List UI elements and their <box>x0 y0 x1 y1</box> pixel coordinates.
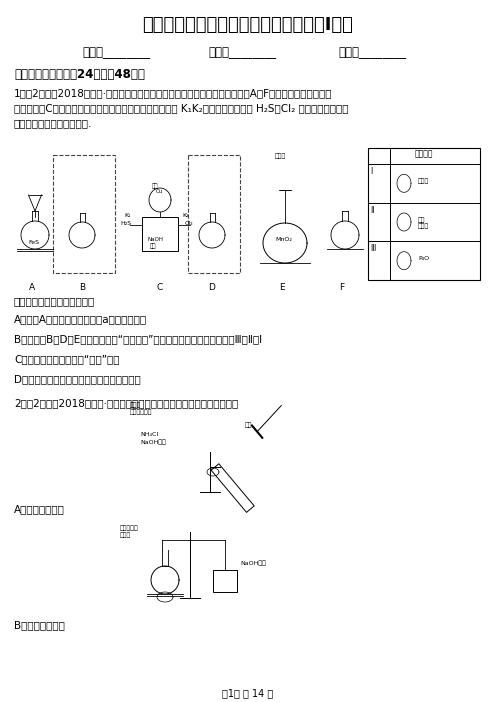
Text: NaOH: NaOH <box>148 237 164 242</box>
Text: 备选装置: 备选装置 <box>415 149 433 158</box>
Text: 瓶且最终气体刚好充满烧瓶.: 瓶且最终气体刚好充满烧瓶. <box>14 118 92 128</box>
Text: 发生装置，C为纯净干燥的氯气与硫化氢反应的装置．打开 K₁K₂，将常温常压下的 H₂S、Cl₂ 控制等体积通入烧: 发生装置，C为纯净干燥的氯气与硫化氢反应的装置．打开 K₁K₂，将常温常压下的 … <box>14 103 349 113</box>
Text: A: A <box>29 283 35 292</box>
Text: D: D <box>208 283 215 292</box>
Text: Ⅰ: Ⅰ <box>370 167 372 176</box>
Text: NaOH溶液: NaOH溶液 <box>240 560 266 566</box>
Text: F: F <box>339 283 345 292</box>
Text: H₂S: H₂S <box>120 221 131 226</box>
Text: 四川省高一上学期化学期中考试试卷（I）卷: 四川省高一上学期化学期中考试试卷（I）卷 <box>142 16 354 34</box>
Text: Ⅲ: Ⅲ <box>370 244 375 253</box>
Text: C: C <box>157 283 163 292</box>
Text: A．装置A中的分液漏斗内液体a可选用稀碐酸: A．装置A中的分液漏斗内液体a可选用稀碐酸 <box>14 314 147 324</box>
Text: MnO₂: MnO₂ <box>275 237 292 242</box>
Text: 乙醇、乙酸: 乙醇、乙酸 <box>120 525 139 531</box>
Text: E: E <box>279 283 285 292</box>
Text: B: B <box>79 283 85 292</box>
Text: 溶液: 溶液 <box>150 243 157 249</box>
Text: 饭和: 饭和 <box>152 183 159 189</box>
Text: NH₄Cl: NH₄Cl <box>140 432 158 437</box>
Text: 液盐阀: 液盐阀 <box>275 153 286 159</box>
Text: C．立即看到烧瓶内产生“喷泉”现象: C．立即看到烧瓶内产生“喷泉”现象 <box>14 354 120 364</box>
Text: B．制取乙酸乙酯: B．制取乙酸乙酯 <box>14 620 65 630</box>
Text: FeS: FeS <box>28 240 39 245</box>
Text: Cu: Cu <box>156 189 163 194</box>
Text: 1．（2分）（2018高三上·岳阳月考）某学生利用以下装置探究喷泉实验．其中A、F分别为硫化氢和氯气的: 1．（2分）（2018高三上·岳阳月考）某学生利用以下装置探究喷泉实验．其中A、… <box>14 88 332 98</box>
Text: 浓硫酸: 浓硫酸 <box>120 532 131 538</box>
Text: P₄O: P₄O <box>418 256 429 260</box>
Bar <box>53 155 115 273</box>
Text: 第1页 共 14 页: 第1页 共 14 页 <box>222 688 274 698</box>
Bar <box>188 155 240 273</box>
Text: 红色石蕊试纸: 红色石蕊试纸 <box>130 409 152 415</box>
Text: 棉花: 棉花 <box>245 422 252 428</box>
Text: Cl₂: Cl₂ <box>185 221 193 226</box>
Text: 湿润的: 湿润的 <box>130 402 141 408</box>
Text: 班级：________: 班级：________ <box>208 46 276 59</box>
Bar <box>368 148 480 280</box>
Text: 2．（2分）（2018高三上·黑龙江开学考）无法达到实验目的的是（　　）: 2．（2分）（2018高三上·黑龙江开学考）无法达到实验目的的是（ ） <box>14 398 238 408</box>
Bar <box>213 570 237 592</box>
Text: 下列说法正确的是：（　　）: 下列说法正确的是：（ ） <box>14 296 95 306</box>
Text: 成绩：________: 成绩：________ <box>338 46 406 59</box>
Text: D．本实验必须对烧瓶冷敞或热敞来引发喷泉: D．本实验必须对烧瓶冷敞或热敞来引发喷泉 <box>14 374 141 384</box>
Text: Ⅱ: Ⅱ <box>370 206 374 215</box>
Text: B．虚线框B、D、E内从右上图的“备选装置”中选择合适装置的编号依次为Ⅲ、Ⅱ、Ⅰ: B．虚线框B、D、E内从右上图的“备选装置”中选择合适装置的编号依次为Ⅲ、Ⅱ、Ⅰ <box>14 334 262 344</box>
Text: 液氯酸: 液氯酸 <box>418 178 429 184</box>
Bar <box>142 217 178 251</box>
Text: 一、单项选择题（入24题；入48分）: 一、单项选择题（入24题；入48分） <box>14 68 145 81</box>
Text: 饭和
食盐水: 饭和 食盐水 <box>418 217 429 229</box>
Text: NaOH固体: NaOH固体 <box>140 439 166 444</box>
Text: K₁: K₁ <box>124 213 130 218</box>
Text: A．检验鐵根离子: A．检验鐵根离子 <box>14 504 65 514</box>
Text: K₂: K₂ <box>182 213 188 218</box>
Text: 姓名：________: 姓名：________ <box>82 46 150 59</box>
